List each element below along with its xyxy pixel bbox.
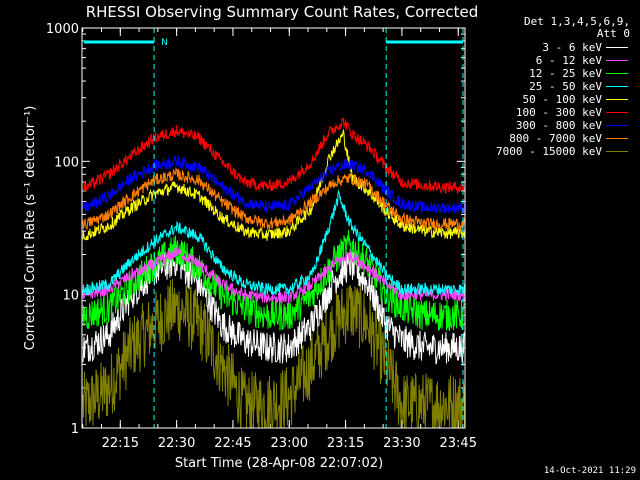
legend-entry: 100 - 300 keV (470, 106, 630, 119)
legend-swatch (606, 73, 628, 74)
series-group (82, 117, 465, 430)
legend-entry: 3 - 6 keV (470, 41, 630, 54)
legend-entry: 25 - 50 keV (470, 80, 630, 93)
series-line (82, 155, 465, 214)
series-line (82, 246, 465, 304)
x-tick-label: 23:30 (383, 436, 420, 451)
legend-label: 6 - 12 keV (535, 54, 602, 67)
legend-label: 300 - 800 keV (515, 119, 602, 132)
series-line (82, 189, 465, 297)
legend-swatch (606, 86, 628, 87)
legend-label: 7000 - 15000 keV (496, 145, 602, 158)
x-tick-label: 22:15 (102, 436, 139, 451)
timestamp: 14-Oct-2021 11:29 (543, 466, 636, 476)
x-tick-label: 22:45 (214, 436, 251, 451)
legend-entry: 12 - 25 keV (470, 67, 630, 80)
series-line (82, 117, 465, 195)
legend-label: 100 - 300 keV (515, 106, 602, 119)
legend-label: 12 - 25 keV (529, 67, 602, 80)
legend-swatch (606, 125, 628, 126)
legend-entry: 300 - 800 keV (470, 119, 630, 132)
legend-entry: 7000 - 15000 keV (470, 145, 630, 158)
legend-entry: 50 - 100 keV (470, 93, 630, 106)
y-axis-label: Corrected Count Rate (s⁻¹ detector⁻¹) (23, 106, 38, 351)
series-line (82, 166, 465, 232)
y-tick-label: 100 (54, 155, 79, 170)
legend-label: 3 - 6 keV (542, 41, 602, 54)
night-label: N (161, 38, 168, 48)
legend-label: 800 - 7000 keV (509, 132, 602, 145)
axes-group: 1 10 100 1000 22:15 22:30 22:45 23:00 23:15 23:30… (46, 22, 477, 451)
legend-swatch (606, 47, 628, 48)
detector-info-line2: Att 0 (596, 27, 630, 40)
plot-frame (81, 27, 466, 429)
x-axis-label: Start Time (28-Apr-08 22:07:02) (175, 456, 383, 471)
series-line (82, 229, 465, 332)
legend-swatch (606, 60, 628, 61)
x-tick-label: 23:00 (271, 436, 308, 451)
x-tick-label: 23:15 (327, 436, 364, 451)
detector-info-line1: Det 1,3,4,5,6,9, (524, 15, 630, 28)
x-tick-label: 22:30 (158, 436, 195, 451)
y-tick-label: 1 (71, 422, 79, 437)
flags-group: N (84, 28, 464, 428)
legend-entry: 800 - 7000 keV (470, 132, 630, 145)
chart-title: RHESSI Observing Summary Count Rates, Co… (86, 3, 479, 21)
legend-label: 50 - 100 keV (522, 93, 602, 106)
legend-swatch (606, 151, 628, 152)
series-line (82, 278, 465, 430)
legend-swatch (606, 138, 628, 139)
legend-swatch (606, 112, 628, 113)
x-tick-label: 23:45 (440, 436, 477, 451)
y-tick-label: 10 (62, 289, 79, 304)
legend-entry: 6 - 12 keV (470, 54, 630, 67)
y-tick-label: 1000 (46, 22, 79, 37)
legend-swatch (606, 99, 628, 100)
legend-label: 25 - 50 keV (529, 80, 602, 93)
